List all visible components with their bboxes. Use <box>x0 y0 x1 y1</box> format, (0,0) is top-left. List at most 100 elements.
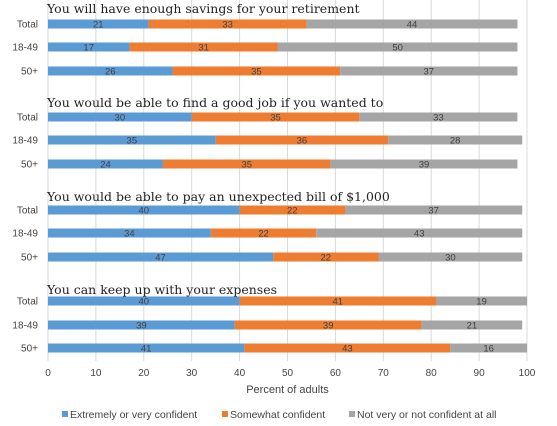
bar-segment <box>148 19 307 29</box>
bar-segment <box>316 228 523 238</box>
x-tick-label: 40 <box>234 368 246 379</box>
legend-swatch <box>62 411 68 417</box>
group-title: You would be able to find a good job if … <box>46 95 383 110</box>
x-tick-label: 90 <box>474 368 486 379</box>
bar-segment <box>330 159 518 169</box>
row-label: 50+ <box>21 160 38 171</box>
bar-segment <box>48 19 149 29</box>
row-label: Total <box>17 297 38 308</box>
bar-segment <box>48 228 211 238</box>
gridlines <box>47 0 528 361</box>
row-label: Total <box>17 113 38 124</box>
data-label: 41 <box>141 344 152 355</box>
data-label: 21 <box>93 20 104 31</box>
x-tick-label: 50 <box>282 368 294 379</box>
data-label: 50 <box>392 43 403 54</box>
legend-swatch <box>222 411 228 417</box>
legend-label: Not very or not confident at all <box>357 409 497 421</box>
data-label: 39 <box>323 321 334 332</box>
bar-segment <box>191 112 360 122</box>
bar-segment <box>450 343 527 353</box>
data-label: 35 <box>270 113 281 124</box>
bar-segment <box>359 112 518 122</box>
data-label: 33 <box>433 113 444 124</box>
bar-segment <box>215 135 389 145</box>
data-label: 19 <box>476 297 487 308</box>
bar-segment <box>48 159 163 169</box>
row-label: 18-49 <box>12 229 38 240</box>
bars: 21 33 44 17 31 50 26 35 37 30 35 33 35 36 28 24 35 39 40 22… <box>48 19 527 355</box>
data-label: 39 <box>136 321 147 332</box>
bar-segment <box>210 228 317 238</box>
x-tick-label: 70 <box>378 368 390 379</box>
data-label: 40 <box>139 206 150 217</box>
row-label: 18-49 <box>12 136 38 147</box>
bar-segment <box>277 42 518 52</box>
x-tick-label: 80 <box>426 368 438 379</box>
data-label: 24 <box>100 160 111 171</box>
data-label: 43 <box>414 229 425 240</box>
bar-segment <box>48 135 216 145</box>
x-tick-label: 0 <box>45 368 51 379</box>
data-label: 43 <box>342 344 353 355</box>
data-label: 21 <box>467 321 478 332</box>
data-label: 35 <box>127 136 138 147</box>
bar-segment <box>273 252 379 262</box>
data-label: 28 <box>450 136 461 147</box>
bar-segment <box>129 42 278 52</box>
data-label: 40 <box>139 297 150 308</box>
bar-segment <box>344 205 523 215</box>
group-title: You would be able to pay an unexpected b… <box>46 189 390 204</box>
data-label: 17 <box>83 43 94 54</box>
data-label: 22 <box>258 229 269 240</box>
bar-segment <box>48 296 240 306</box>
legend-label: Somewhat confident <box>230 409 325 421</box>
bar-segment <box>48 66 173 76</box>
data-label: 16 <box>483 344 494 355</box>
bar-segment <box>239 296 436 306</box>
data-label: 36 <box>297 136 308 147</box>
data-label: 37 <box>424 67 435 78</box>
data-label: 37 <box>428 206 439 217</box>
bar-segment <box>162 159 331 169</box>
row-label: 18-49 <box>12 43 38 54</box>
data-label: 35 <box>241 160 252 171</box>
legend: Extremely or very confident Somewhat conf… <box>62 409 497 421</box>
bar-segment <box>48 42 130 52</box>
row-label: 18-49 <box>12 321 38 332</box>
data-label: 22 <box>321 253 332 264</box>
row-label: 50+ <box>21 344 38 355</box>
legend-swatch <box>349 411 355 417</box>
bar-segment <box>239 205 345 215</box>
row-label: Total <box>17 206 38 217</box>
data-label: 31 <box>198 43 209 54</box>
group-titles: You will have enough savings for your re… <box>12 1 389 355</box>
data-label: 39 <box>419 160 430 171</box>
row-label: 50+ <box>21 253 38 264</box>
bar-segment <box>435 296 527 306</box>
bar-segment <box>421 320 523 330</box>
bar-segment <box>48 343 245 353</box>
legend-label: Extremely or very confident <box>70 409 197 421</box>
x-axis: 0 10 20 30 40 50 60 70 80 90 100 Percent of adults <box>45 368 536 396</box>
bar-segment <box>306 19 518 29</box>
bar-segment <box>48 252 274 262</box>
x-axis-title: Percent of adults <box>246 384 329 396</box>
x-tick-label: 60 <box>330 368 342 379</box>
bar-segment <box>234 320 422 330</box>
group-title: You can keep up with your expenses <box>46 282 277 297</box>
group-title: You will have enough savings for your re… <box>46 1 360 16</box>
bar-segment <box>340 66 518 76</box>
data-label: 41 <box>333 297 344 308</box>
data-label: 30 <box>115 113 126 124</box>
data-label: 34 <box>124 229 135 240</box>
row-label: 50+ <box>21 67 38 78</box>
data-label: 22 <box>287 206 298 217</box>
data-label: 47 <box>155 253 166 264</box>
x-tick-label: 100 <box>519 368 536 379</box>
x-tick-label: 20 <box>138 368 150 379</box>
data-label: 26 <box>105 67 116 78</box>
bar-segment <box>48 205 240 215</box>
